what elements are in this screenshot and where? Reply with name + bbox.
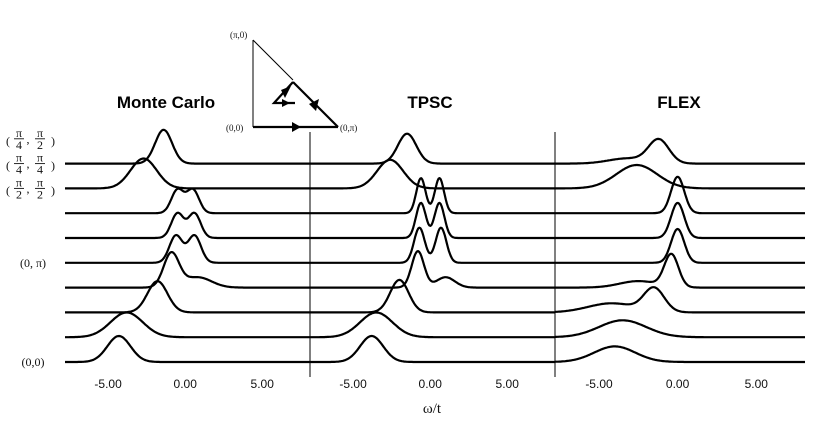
inset-label-right: (0,π) bbox=[340, 123, 357, 133]
k-label-punct: , bbox=[27, 181, 30, 195]
x-tick-label: -5.00 bbox=[585, 377, 613, 391]
spectral-curve bbox=[554, 137, 806, 165]
spectral-curve bbox=[554, 201, 806, 240]
k-label-punct: , bbox=[27, 132, 30, 146]
k-frac-denominator: 2 bbox=[37, 138, 43, 152]
k-frac-numerator: π bbox=[37, 126, 43, 140]
spectral-curve bbox=[554, 286, 806, 314]
x-tick-label: 5.00 bbox=[745, 377, 769, 391]
spectral-curve bbox=[309, 132, 556, 165]
k-frac-numerator: π bbox=[37, 151, 43, 165]
spectral-curve bbox=[554, 345, 806, 364]
k-point-labels: (π4, π2)(π4, π4)(π2, π2)(0, π)(0,0) bbox=[6, 126, 55, 369]
x-axis-ticks: -5.00 0.00 5.00 -5.00 0.00 5.00 -5.00 0.00 5.00 bbox=[94, 377, 768, 391]
k-label-punct: , bbox=[27, 157, 30, 171]
k-frac-numerator: π bbox=[37, 175, 43, 189]
k-label-punct: ( bbox=[6, 159, 10, 173]
k-label-punct: ( bbox=[6, 134, 10, 148]
x-tick-label: 5.00 bbox=[496, 377, 520, 391]
spectral-curve bbox=[554, 163, 806, 190]
arrow-right-icon bbox=[292, 122, 301, 132]
spectral-curve bbox=[64, 311, 311, 339]
k-frac-denominator: 4 bbox=[37, 163, 43, 177]
k-frac-numerator: π bbox=[16, 175, 22, 189]
x-axis-label: ω/t bbox=[423, 401, 442, 417]
spectral-curve bbox=[554, 175, 806, 215]
k-frac-denominator: 4 bbox=[16, 163, 22, 177]
x-tick-label: 0.00 bbox=[666, 377, 690, 391]
spectral-curve bbox=[309, 177, 556, 215]
spectral-curve bbox=[309, 201, 556, 240]
inset-label-top: (π,0) bbox=[230, 30, 247, 40]
brillouin-zone-inset: (π,0) (0,0) (0,π) bbox=[226, 30, 357, 133]
panel-title-monte-carlo: Monte Carlo bbox=[117, 93, 215, 112]
spectral-curve bbox=[64, 334, 311, 364]
spectral-curve bbox=[309, 226, 556, 264]
spectral-curve bbox=[64, 233, 311, 264]
k-label: (0,0) bbox=[22, 355, 45, 369]
k-frac-numerator: π bbox=[16, 126, 22, 140]
arrow-up-left-icon bbox=[309, 99, 319, 111]
spectral-curve bbox=[309, 250, 556, 289]
k-label-fraction: (π2, π2) bbox=[6, 175, 55, 201]
spectral-curve bbox=[64, 157, 311, 190]
panel-title-flex: FLEX bbox=[657, 93, 701, 112]
x-tick-label: 0.00 bbox=[419, 377, 443, 391]
spectral-curve bbox=[309, 158, 556, 190]
k-label-punct: ) bbox=[51, 134, 55, 148]
inset-label-left: (0,0) bbox=[226, 123, 243, 133]
panel-title-tpsc: TPSC bbox=[407, 93, 452, 112]
k-frac-denominator: 2 bbox=[16, 187, 22, 201]
spectral-curve bbox=[64, 251, 311, 289]
k-label: (0, π) bbox=[20, 256, 46, 270]
x-tick-label: 5.00 bbox=[251, 377, 275, 391]
spectral-curve bbox=[64, 187, 311, 215]
spectral-curve bbox=[554, 227, 806, 264]
spectral-curve bbox=[64, 128, 311, 165]
x-tick-label: -5.00 bbox=[94, 377, 122, 391]
x-tick-label: 0.00 bbox=[174, 377, 198, 391]
spectral-curve bbox=[64, 211, 311, 240]
k-label-punct: ) bbox=[51, 183, 55, 197]
k-frac-denominator: 4 bbox=[16, 138, 22, 152]
spectral-curves bbox=[64, 128, 806, 364]
k-frac-denominator: 2 bbox=[37, 187, 43, 201]
arrow-right-small-icon bbox=[282, 99, 290, 107]
arrow-down-left-icon bbox=[281, 86, 291, 98]
inset-edge-diagonal-thin bbox=[252, 39, 294, 81]
spectral-curve bbox=[309, 278, 556, 314]
k-label-fraction: (π4, π4) bbox=[6, 151, 55, 177]
spectral-curve bbox=[554, 319, 806, 339]
k-frac-numerator: π bbox=[16, 151, 22, 165]
spectral-curve bbox=[309, 334, 556, 364]
spectral-curve bbox=[554, 252, 806, 289]
spectral-curve bbox=[309, 311, 556, 339]
spectral-curve bbox=[64, 280, 311, 314]
k-label-punct: ) bbox=[51, 159, 55, 173]
x-tick-label: -5.00 bbox=[339, 377, 367, 391]
k-label-punct: ( bbox=[6, 183, 10, 197]
k-label-fraction: (π4, π2) bbox=[6, 126, 55, 152]
